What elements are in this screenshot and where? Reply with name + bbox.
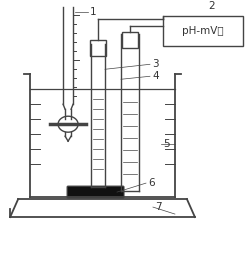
Text: 1: 1 bbox=[90, 7, 96, 17]
Text: 4: 4 bbox=[151, 71, 158, 81]
Text: pH-mV计: pH-mV计 bbox=[181, 26, 223, 36]
Text: 2: 2 bbox=[207, 1, 214, 11]
FancyBboxPatch shape bbox=[90, 40, 106, 56]
FancyBboxPatch shape bbox=[162, 16, 242, 46]
FancyBboxPatch shape bbox=[121, 32, 137, 48]
Text: 7: 7 bbox=[154, 202, 161, 212]
Text: 3: 3 bbox=[151, 59, 158, 69]
FancyBboxPatch shape bbox=[67, 186, 123, 198]
Text: 5: 5 bbox=[162, 139, 169, 149]
Text: 6: 6 bbox=[147, 178, 154, 188]
